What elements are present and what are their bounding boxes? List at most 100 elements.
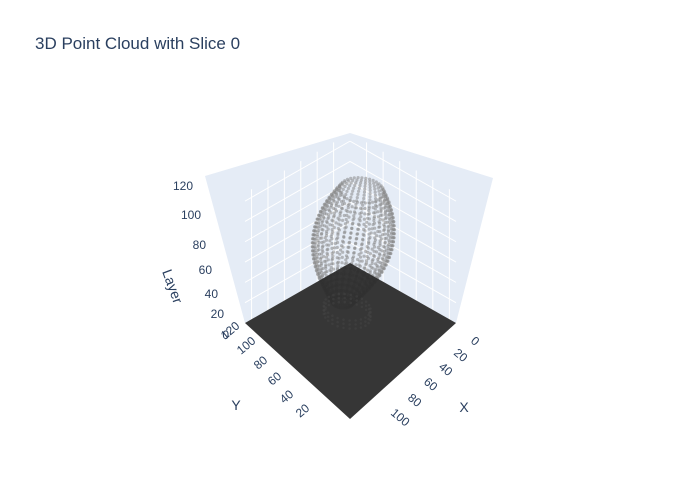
cloud-point: [360, 301, 364, 305]
cloud-point: [361, 232, 365, 236]
cloud-point: [331, 250, 336, 254]
cloud-point: [378, 217, 382, 221]
cloud-point: [372, 216, 376, 220]
cloud-point: [317, 228, 321, 233]
cloud-point: [388, 218, 392, 222]
cloud-point: [337, 296, 341, 300]
cloud-point: [323, 224, 327, 228]
cloud-point: [321, 244, 325, 248]
cloud-point: [364, 316, 367, 319]
cloud-point: [371, 200, 375, 204]
cloud-point: [326, 227, 330, 231]
cloud-point: [319, 232, 323, 236]
cloud-point: [343, 230, 347, 234]
cloud-point: [359, 178, 363, 182]
cloud-point: [316, 267, 320, 272]
cloud-point: [324, 270, 328, 274]
cloud-point: [371, 178, 375, 182]
cloud-point: [314, 237, 318, 241]
cloud-point: [345, 250, 349, 254]
cloud-point: [329, 234, 333, 239]
cloud-point: [327, 303, 331, 307]
cloud-point: [380, 201, 384, 205]
cloud-point: [318, 236, 322, 240]
cloud-point: [327, 263, 331, 267]
cloud-point: [331, 194, 335, 198]
cloud-point: [324, 266, 328, 270]
cloud-point: [383, 237, 387, 241]
cloud-point: [386, 225, 390, 229]
cloud-point: [334, 209, 339, 213]
cloud-point: [386, 199, 390, 203]
cloud-point: [363, 212, 367, 216]
cloud-point: [324, 316, 327, 319]
cloud-point: [343, 202, 347, 206]
cloud-point: [384, 216, 388, 220]
cloud-point: [373, 236, 377, 240]
cloud-point: [363, 181, 367, 186]
cloud-point: [374, 250, 379, 254]
cloud-point: [315, 225, 319, 229]
cloud-point: [337, 292, 341, 296]
cloud-point: [364, 224, 368, 229]
cloud-point: [329, 265, 333, 270]
cloud-point: [372, 249, 376, 253]
cloud-point: [366, 246, 370, 250]
cloud-point: [360, 242, 364, 246]
cloud-point: [337, 197, 341, 201]
cloud-point: [367, 232, 371, 236]
cloud-point: [359, 215, 363, 219]
cloud-point: [369, 265, 373, 269]
cloud-point: [346, 186, 350, 191]
cloud-point: [363, 266, 367, 270]
cloud-point: [366, 250, 370, 254]
cloud-point: [383, 232, 387, 236]
cloud-point: [365, 255, 369, 259]
cloud-point: [328, 195, 332, 199]
cloud-point: [315, 233, 319, 237]
cloud-point: [390, 231, 394, 235]
cloud-point: [312, 249, 317, 253]
cloud-point: [367, 201, 371, 205]
cloud-point: [370, 261, 374, 266]
cloud-point: [329, 211, 333, 215]
cloud-point: [329, 269, 333, 273]
cloud-point: [359, 326, 363, 329]
cloud-point: [348, 319, 351, 322]
cloud-point: [384, 204, 388, 208]
cloud-point: [338, 252, 342, 256]
cloud-point: [326, 247, 330, 251]
cloud-point: [364, 324, 367, 328]
cloud-point: [382, 227, 386, 232]
cloud-point: [340, 244, 344, 248]
cloud-point: [377, 269, 381, 273]
cloud-point: [331, 322, 334, 326]
cloud-point: [339, 248, 343, 252]
cloud-point: [324, 312, 327, 315]
cloud-point: [355, 200, 360, 204]
cloud-point: [342, 322, 345, 326]
cloud-point: [331, 197, 335, 201]
cloud-point: [317, 271, 321, 275]
cloud-point: [382, 199, 386, 203]
cloud-point: [329, 203, 334, 208]
cloud-point: [365, 259, 369, 263]
cloud-point: [341, 218, 345, 222]
y-axis-title: Y: [231, 397, 241, 413]
cloud-point: [330, 246, 334, 250]
grid-lines: [244, 140, 457, 320]
cloud-point: [320, 252, 324, 256]
grid-line: [244, 140, 351, 202]
cloud-point: [387, 213, 391, 217]
y-tick: 60: [265, 369, 284, 389]
cloud-point: [367, 321, 370, 325]
cloud-point: [375, 204, 379, 209]
cloud-point: [380, 213, 384, 217]
z-tick: 100: [181, 208, 201, 222]
cloud-point: [376, 272, 380, 276]
cloud-point: [352, 214, 356, 218]
cloud-point: [336, 216, 340, 220]
cloud-point: [313, 229, 318, 233]
cloud-point: [322, 205, 326, 209]
